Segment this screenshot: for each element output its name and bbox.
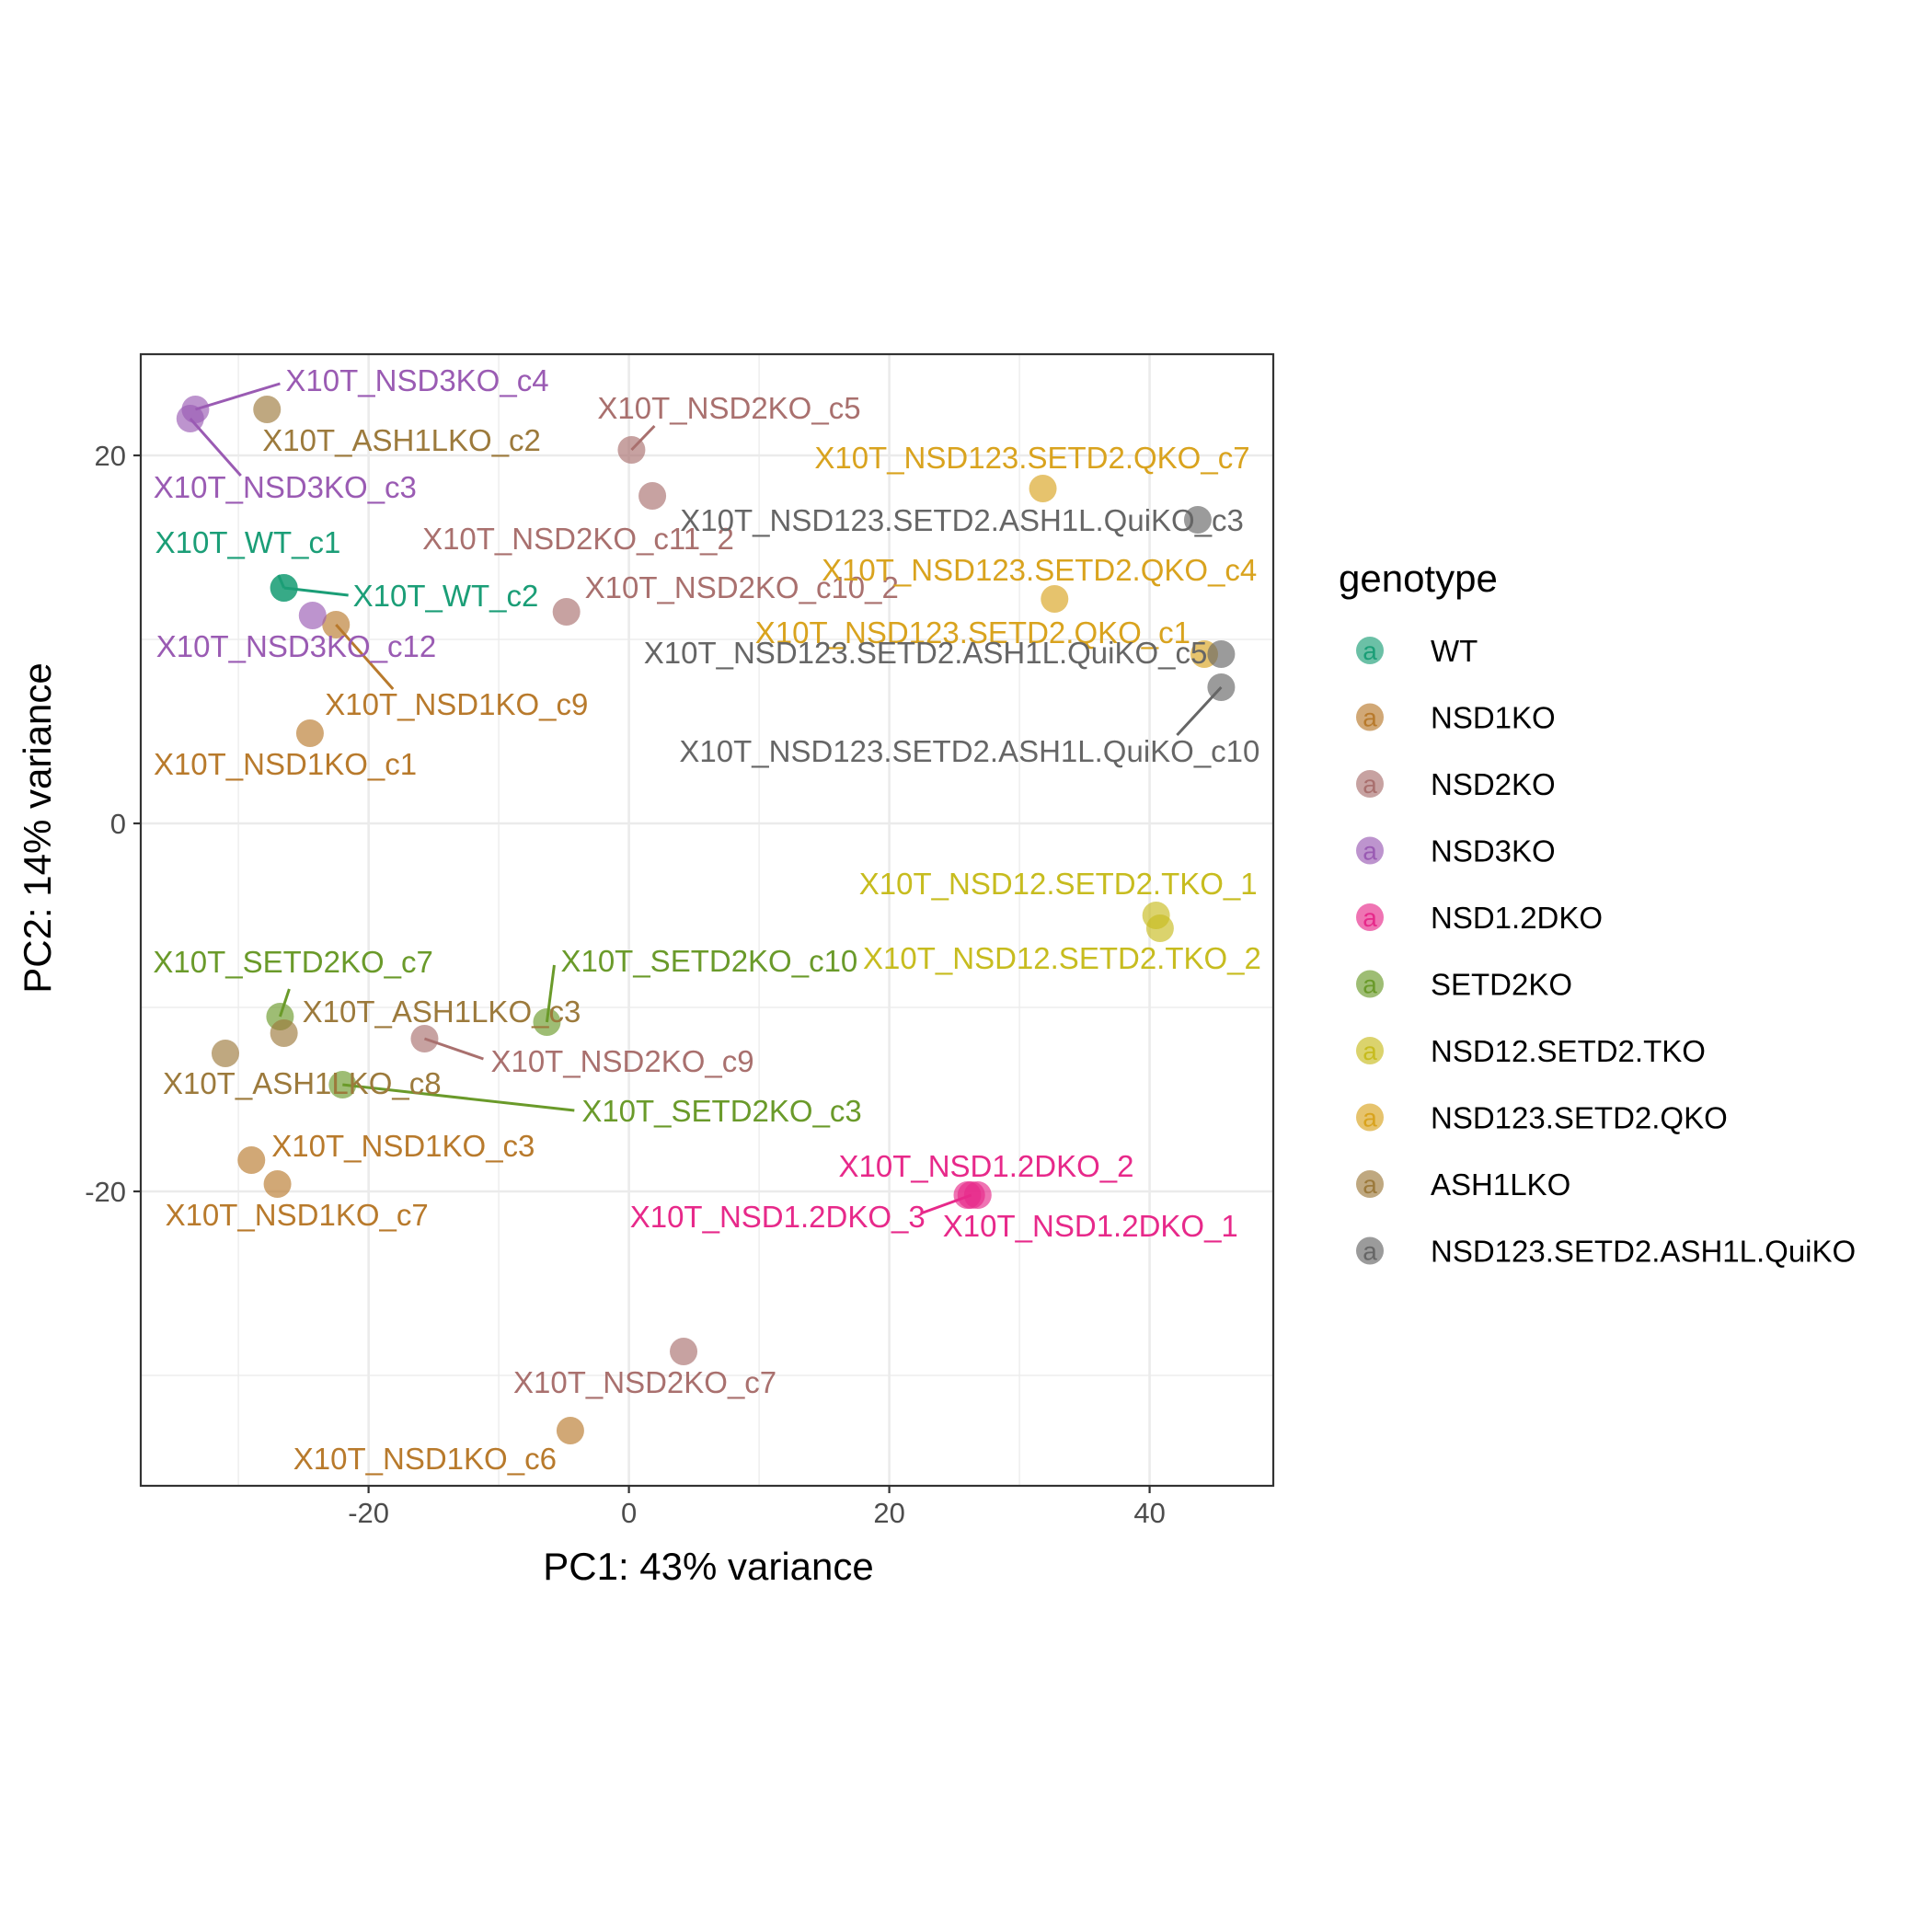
legend-glyph: a — [1363, 1037, 1377, 1065]
point-x10t-ash1lko-c2 — [253, 396, 281, 423]
point-label-x10t-nsd2ko-c9: X10T_NSD2KO_c9 — [490, 1044, 753, 1078]
point-x10t-nsd2ko-c5 — [617, 436, 645, 464]
legend-label-nsd1-2dko: NSD1.2DKO — [1431, 901, 1603, 935]
point-label-x10t-ash1lko-c3: X10T_ASH1LKO_c3 — [303, 995, 581, 1029]
point-label-x10t-setd2ko-c3: X10T_SETD2KO_c3 — [581, 1094, 861, 1128]
legend-label-nsd1ko: NSD1KO — [1431, 701, 1556, 735]
point-label-x10t-nsd12-setd2-tko-1: X10T_NSD12.SETD2.TKO_1 — [859, 867, 1258, 901]
x-axis-title: PC1: 43% variance — [543, 1545, 874, 1588]
x-tick-label: -20 — [348, 1497, 389, 1529]
point-x10t-nsd3ko-c3 — [177, 405, 204, 432]
point-label-x10t-nsd1-2dko-2: X10T_NSD1.2DKO_2 — [838, 1149, 1133, 1183]
point-label-x10t-nsd2ko-c7: X10T_NSD2KO_c7 — [513, 1365, 776, 1399]
point-x10t-ash1lko-c3 — [270, 1019, 298, 1047]
point-label-x10t-wt-c1: X10T_WT_c1 — [155, 525, 341, 559]
point-x10t-nsd1ko-c7 — [264, 1170, 292, 1198]
legend-glyph: a — [1363, 1170, 1377, 1199]
point-x10t-nsd2ko-c11-2 — [638, 482, 666, 510]
point-x10t-nsd123-setd2-ash1l-quiko-c10 — [1207, 673, 1235, 701]
point-x10t-nsd1ko-c1 — [296, 719, 324, 747]
y-tick-label: 20 — [95, 440, 126, 472]
legend-glyph: a — [1363, 637, 1377, 665]
point-label-x10t-nsd1ko-c9: X10T_NSD1KO_c9 — [325, 687, 588, 721]
point-x10t-nsd123-setd2-qko-c7 — [1029, 475, 1057, 502]
point-label-x10t-nsd123-setd2-qko-c7: X10T_NSD123.SETD2.QKO_c7 — [814, 441, 1249, 475]
legend-label-nsd2ko: NSD2KO — [1431, 767, 1556, 801]
point-label-x10t-nsd1ko-c1: X10T_NSD1KO_c1 — [154, 747, 417, 781]
point-label-x10t-nsd123-setd2-ash1l-quiko-c10: X10T_NSD123.SETD2.ASH1L.QuiKO_c10 — [679, 734, 1259, 768]
legend-glyph: a — [1363, 837, 1377, 866]
point-x10t-nsd1-2dko-1 — [964, 1181, 992, 1209]
point-x10t-nsd123-setd2-ash1l-quiko-c5 — [1207, 640, 1235, 668]
point-label-x10t-nsd1ko-c3: X10T_NSD1KO_c3 — [271, 1129, 535, 1163]
point-label-x10t-nsd3ko-c12: X10T_NSD3KO_c12 — [156, 629, 437, 663]
legend-label-wt: WT — [1431, 634, 1478, 668]
point-label-x10t-setd2ko-c7: X10T_SETD2KO_c7 — [153, 945, 432, 979]
legend-key-wt: a — [1356, 637, 1384, 665]
point-label-x10t-ash1lko-c2: X10T_ASH1LKO_c2 — [262, 423, 541, 457]
legend-glyph: a — [1363, 704, 1377, 732]
legend-key-nsd1ko: a — [1356, 704, 1384, 732]
point-label-x10t-nsd1ko-c7: X10T_NSD1KO_c7 — [166, 1198, 429, 1232]
point-label-x10t-nsd3ko-c3: X10T_NSD3KO_c3 — [154, 470, 417, 504]
legend-key-nsd3ko: a — [1356, 837, 1384, 866]
point-x10t-nsd1ko-c6 — [557, 1417, 584, 1444]
legend-key-nsd123-setd2-qko: a — [1356, 1104, 1384, 1133]
legend-key-nsd123-setd2-ash1l-quiko: a — [1356, 1237, 1384, 1266]
point-x10t-wt-c2 — [270, 574, 298, 602]
point-x10t-nsd2ko-c9 — [410, 1025, 438, 1052]
point-x10t-nsd2ko-c7 — [670, 1338, 697, 1365]
point-label-x10t-nsd12-setd2-tko-2: X10T_NSD12.SETD2.TKO_2 — [863, 941, 1261, 975]
legend-key-setd2ko: a — [1356, 971, 1384, 999]
point-label-x10t-nsd123-setd2-qko-c4: X10T_NSD123.SETD2.QKO_c4 — [822, 553, 1257, 587]
legend-key-nsd2ko: a — [1356, 770, 1384, 799]
point-label-x10t-nsd3ko-c4: X10T_NSD3KO_c4 — [285, 363, 548, 397]
legend-glyph: a — [1363, 1104, 1377, 1133]
y-axis-title: PC2: 14% variance — [16, 662, 59, 994]
y-tick-label: 0 — [110, 808, 126, 840]
point-label-x10t-ash1lko-c8: X10T_ASH1LKO_c8 — [163, 1066, 442, 1100]
x-tick-label: 40 — [1133, 1497, 1165, 1529]
point-x10t-ash1lko-c8 — [212, 1040, 239, 1067]
point-label-x10t-nsd123-setd2-ash1l-quiko-c5: X10T_NSD123.SETD2.ASH1L.QuiKO_c5 — [644, 636, 1208, 670]
legend-label-nsd123-setd2-qko: NSD123.SETD2.QKO — [1431, 1101, 1728, 1135]
legend-label-nsd123-setd2-ash1l-quiko: NSD123.SETD2.ASH1L.QuiKO — [1431, 1235, 1856, 1269]
y-tick-label: -20 — [85, 1176, 126, 1208]
point-label-x10t-setd2ko-c10: X10T_SETD2KO_c10 — [560, 944, 857, 978]
legend-key-nsd1-2dko: a — [1356, 903, 1384, 932]
x-tick-label: 20 — [873, 1497, 904, 1529]
legend: genotype a WT a NSD1KO a NSD2KO a NSD3KO a NSD1.2… — [1339, 557, 1856, 1269]
legend-glyph: a — [1363, 971, 1377, 999]
legend-label-ash1lko: ASH1LKO — [1431, 1167, 1570, 1202]
point-x10t-nsd2ko-c10-2 — [553, 598, 581, 626]
point-x10t-nsd3ko-c12 — [299, 602, 327, 629]
legend-label-setd2ko: SETD2KO — [1431, 968, 1572, 1002]
point-label-x10t-nsd2ko-c5: X10T_NSD2KO_c5 — [597, 391, 860, 425]
point-label-x10t-nsd1-2dko-3: X10T_NSD1.2DKO_3 — [630, 1200, 926, 1234]
legend-label-nsd12-setd2-tko: NSD12.SETD2.TKO — [1431, 1034, 1706, 1068]
point-label-x10t-nsd1-2dko-1: X10T_NSD1.2DKO_1 — [943, 1209, 1238, 1243]
legend-label-nsd3ko: NSD3KO — [1431, 834, 1556, 868]
point-label-x10t-nsd123-setd2-ash1l-quiko-c3: X10T_NSD123.SETD2.ASH1L.QuiKO_c3 — [680, 503, 1244, 537]
point-x10t-nsd123-setd2-qko-c4 — [1041, 585, 1068, 613]
x-tick-label: 0 — [621, 1497, 637, 1529]
point-label-x10t-wt-c2: X10T_WT_c2 — [353, 579, 539, 613]
legend-glyph: a — [1363, 770, 1377, 799]
point-x10t-nsd1ko-c3 — [237, 1146, 265, 1174]
legend-key-ash1lko: a — [1356, 1170, 1384, 1199]
point-label-x10t-nsd1ko-c6: X10T_NSD1KO_c6 — [293, 1442, 557, 1476]
legend-glyph: a — [1363, 903, 1377, 932]
legend-glyph: a — [1363, 1237, 1377, 1266]
legend-key-nsd12-setd2-tko: a — [1356, 1037, 1384, 1065]
legend-title: genotype — [1339, 557, 1498, 600]
point-x10t-nsd12-setd2-tko-2 — [1146, 914, 1174, 942]
